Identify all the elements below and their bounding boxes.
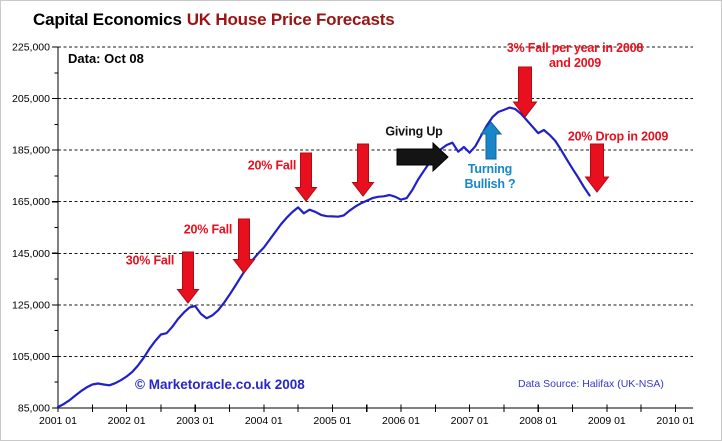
y-axis-tick-label: 185,000 [12,145,50,157]
axes: 85,000 105,000 125,000 145,000 165,000 185,00… [12,42,694,428]
down-arrow-icon [176,251,200,304]
x-axis-tick-label: 2008 01 [519,415,557,427]
annotation-label: 20% Fall [183,222,233,237]
x-axis-tick-label: 2009 01 [588,415,626,427]
house-price-series-line [56,106,591,409]
title-subject: UK House Price Forecasts [186,10,395,29]
down-arrow-icon [512,66,538,118]
x-axis-tick-label: 2006 01 [382,415,420,427]
annotation-label: 30% Fall [125,253,175,268]
down-arrow-icon [294,152,318,202]
down-arrow-icon [584,143,610,193]
y-axis-tick-label: 205,000 [12,93,50,105]
data-source-text: Data Source: Halifax (UK-NSA) [518,378,664,390]
annotation-label: 20% Drop in 2009 [567,129,669,144]
annotation-label: 3% Fall per year in 2008 and 2009 [506,41,644,70]
x-axis-tick-label: 2004 01 [245,415,283,427]
title-brand: Capital Economics [33,10,182,29]
y-axis-tick-label: 105,000 [12,351,50,363]
right-arrow-icon [396,141,449,173]
x-axis-tick-label: 2001 01 [39,415,77,427]
up-arrow-icon [479,121,503,160]
gridlines [58,46,693,357]
annotation-arrows [176,66,610,304]
x-axis-tick-label: 2010 01 [656,415,694,427]
watermark-text: © Marketoracle.co.uk 2008 [135,377,305,392]
x-axis-tick-label: 2005 01 [313,415,351,427]
y-axis-tick-label: 225,000 [12,42,50,54]
y-axis-tick-label: 125,000 [12,299,50,311]
x-axis-tick-label: 2007 01 [451,415,489,427]
data-vintage-note: Data: Oct 08 [68,51,144,66]
down-arrow-icon [232,218,256,274]
chart-title: Capital Economics UK House Price Forecast… [33,10,395,30]
x-axis-tick-label: 2003 01 [176,415,214,427]
down-arrow-icon [351,143,375,197]
annotation-label: Giving Up [385,124,443,139]
y-axis-tick-label: 85,000 [18,403,50,415]
annotation-label: 20% Fall [247,158,297,173]
annotation-label: Turning Bullish ? [464,162,516,191]
y-axis-tick-label: 165,000 [12,196,50,208]
x-axis-tick-label: 2002 01 [108,415,146,427]
y-axis-tick-label: 145,000 [12,248,50,260]
